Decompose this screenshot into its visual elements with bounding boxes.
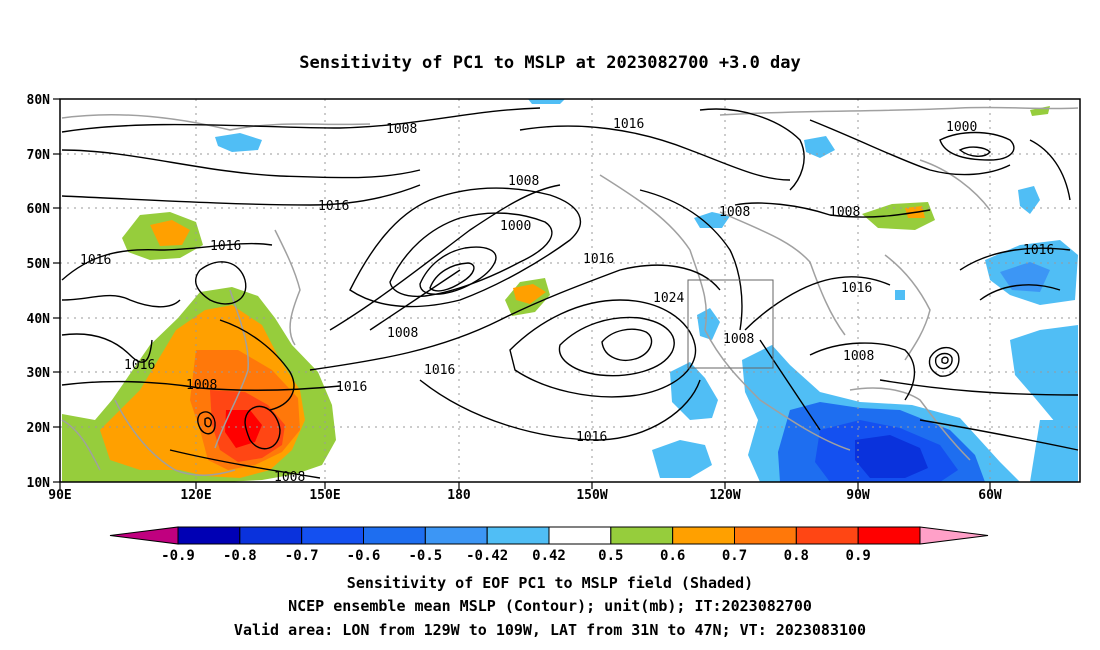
colorbar-swatch — [301, 526, 364, 545]
lat-tick-label: 80N — [27, 93, 51, 108]
contour-label: 1008 — [723, 332, 754, 347]
contour-label: 1000 — [500, 219, 531, 234]
contour-label: 1016 — [583, 252, 614, 267]
contour-label: 1008 — [386, 122, 417, 137]
lat-tick-label: 40N — [27, 312, 51, 327]
contour-label: 1024 — [653, 291, 684, 306]
colorbar-swatch — [857, 526, 921, 545]
lat-tick-label: 70N — [27, 148, 51, 163]
colorbar-swatch — [734, 526, 797, 545]
contour-label: 1008 — [186, 378, 217, 393]
colorbar-swatch — [672, 526, 736, 545]
colorbar-swatch — [177, 526, 241, 545]
contour-label: 1016 — [1023, 243, 1054, 258]
contour-label: 1016 — [841, 281, 872, 296]
lat-tick-label: 60N — [27, 202, 51, 217]
contour-label: 1016 — [80, 253, 111, 268]
lat-tick-label: 50N — [27, 257, 51, 272]
lat-tick-label: 30N — [27, 366, 51, 381]
colorbar-swatch — [363, 526, 426, 545]
lon-tick-label: 120E — [180, 488, 211, 503]
colorbar-tick-label: 0.9 — [846, 548, 871, 564]
lat-tick-label: 10N — [27, 476, 51, 491]
colorbar-tick-label: 0.7 — [722, 548, 747, 564]
colorbar-tick-label: 0.8 — [784, 548, 809, 564]
contour-label: 1008 — [843, 349, 874, 364]
colorbar-max-triangle — [919, 526, 989, 545]
lon-tick-label: 180 — [447, 488, 471, 503]
caption-line-3: Valid area: LON from 129W to 109W, LAT f… — [234, 621, 866, 639]
caption-line-1: Sensitivity of EOF PC1 to MSLP field (Sh… — [347, 574, 753, 592]
contour-labels: 1008 1016 1000 1016 1008 1000 1016 1016 … — [80, 117, 1054, 485]
map-panel: 1008 1016 1000 1016 1008 1000 1016 1016 … — [59, 98, 1081, 485]
lon-tick-label: 60W — [978, 488, 1002, 503]
colorbar-tick-label: -0.42 — [466, 548, 508, 564]
map-frame — [59, 98, 1081, 483]
contour-label: 1000 — [946, 120, 977, 135]
latitude-axis — [53, 98, 60, 483]
figure-title: Sensitivity of PC1 to MSLP at 2023082700… — [299, 53, 801, 73]
contour-label: 1008 — [387, 326, 418, 341]
contour-label: 1016 — [576, 430, 607, 445]
colorbar-tick-label: -0.9 — [161, 548, 195, 564]
longitude-axis — [59, 482, 991, 489]
contour-label: 1008 — [829, 205, 860, 220]
mslp-contours — [61, 107, 1079, 479]
colorbar-swatch — [424, 526, 488, 545]
contour-label: 1016 — [613, 117, 644, 132]
lon-tick-label: 150W — [576, 488, 607, 503]
colorbar-swatch — [548, 526, 612, 545]
colorbar-tick-label: 0.5 — [598, 548, 623, 564]
lon-tick-label: 150E — [309, 488, 340, 503]
positive-sensitivity-shading — [62, 106, 1050, 482]
contour-label: 1008 — [508, 174, 539, 189]
lon-tick-label: 120W — [709, 488, 740, 503]
valid-area-box — [687, 279, 774, 369]
colorbar-swatch — [239, 526, 303, 545]
contour-label: 1016 — [210, 239, 241, 254]
contour-label: 1016 — [124, 358, 155, 373]
colorbar: -0.9 -0.8 -0.7 -0.6 -0.5 -0.42 0.42 0.5 0.6 0.7 0.… — [109, 526, 989, 564]
coastlines — [61, 106, 1079, 476]
lon-tick-label: 90W — [846, 488, 870, 503]
contour-label: 1016 — [336, 380, 367, 395]
caption-line-2: NCEP ensemble mean MSLP (Contour); unit(… — [288, 597, 812, 615]
colorbar-swatch — [486, 526, 550, 545]
lon-tick-label: 90E — [48, 488, 71, 503]
colorbar-tick-label: -0.8 — [223, 548, 257, 564]
colorbar-tick-label: -0.5 — [408, 548, 442, 564]
colorbar-min-triangle — [109, 526, 179, 545]
colorbar-swatch — [610, 526, 674, 545]
contour-label: 1016 — [318, 199, 349, 214]
contour-label: 1008 — [719, 205, 750, 220]
colorbar-tick-label: 0.42 — [532, 548, 566, 564]
colorbar-tick-label: 0.6 — [660, 548, 685, 564]
colorbar-tick-label: -0.7 — [285, 548, 319, 564]
contour-label: 1016 — [424, 363, 455, 378]
colorbar-swatch — [795, 526, 859, 545]
lat-tick-label: 20N — [27, 421, 51, 436]
colorbar-tick-label: -0.6 — [347, 548, 381, 564]
